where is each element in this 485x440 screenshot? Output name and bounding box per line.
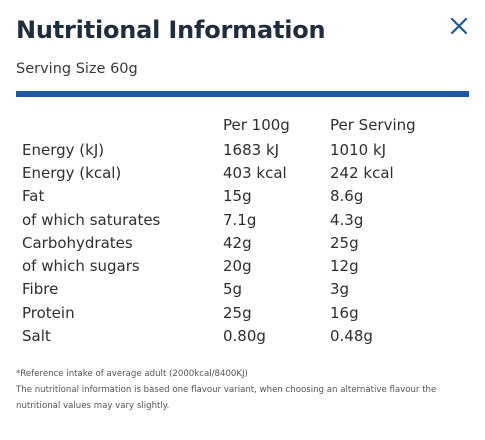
- nutrient-name: Carbohydrates: [22, 233, 133, 252]
- nutrient-name: of which sugars: [22, 257, 140, 276]
- value-per-serving: 25g: [330, 233, 359, 252]
- table-row: Protein 25g 16g: [22, 301, 430, 324]
- value-per-100g: 0.80g: [223, 327, 266, 346]
- value-per-serving: 1010 kJ: [330, 140, 387, 159]
- table-header-row: Per 100g Per Serving: [22, 112, 430, 138]
- table-row: Energy (kcal) 403 kcal 242 kcal: [22, 161, 430, 184]
- value-per-100g: 25g: [223, 303, 252, 322]
- divider-bar: [16, 91, 469, 97]
- table-row: Fat 15g 8.6g: [22, 185, 430, 208]
- footnotes: *Reference intake of average adult (2000…: [16, 366, 471, 414]
- nutrient-name: Fat: [22, 187, 45, 206]
- value-per-100g: 7.1g: [223, 210, 257, 229]
- column-header-per-serving: Per Serving: [330, 116, 416, 134]
- value-per-100g: 15g: [223, 187, 252, 206]
- nutrient-name: Fibre: [22, 280, 59, 299]
- flavour-disclaimer: The nutritional information is based one…: [16, 385, 437, 411]
- value-per-100g: 1683 kJ: [223, 140, 280, 159]
- value-per-serving: 8.6g: [330, 187, 364, 206]
- value-per-serving: 0.48g: [330, 327, 373, 346]
- table-row: of which sugars 20g 12g: [22, 254, 430, 277]
- value-per-serving: 16g: [330, 303, 359, 322]
- value-per-100g: 403 kcal: [223, 163, 287, 182]
- nutrient-name: of which saturates: [22, 210, 161, 229]
- table-row: of which saturates 7.1g 4.3g: [22, 208, 430, 231]
- column-header-nutrient: [22, 112, 223, 138]
- table-row: Fibre 5g 3g: [22, 278, 430, 301]
- reference-intake-note: *Reference intake of average adult (2000…: [16, 369, 248, 379]
- column-header-per-100g: Per 100g: [223, 116, 290, 134]
- value-per-100g: 5g: [223, 280, 243, 299]
- nutrient-name: Protein: [22, 303, 75, 322]
- value-per-100g: 42g: [223, 233, 252, 252]
- value-per-serving: 242 kcal: [330, 163, 394, 182]
- nutrient-name: Salt: [22, 327, 51, 346]
- value-per-serving: 4.3g: [330, 210, 364, 229]
- modal-title: Nutritional Information: [16, 16, 326, 44]
- close-button[interactable]: [447, 14, 471, 38]
- nutrient-name: Energy (kJ): [22, 140, 105, 159]
- nutrition-table: Per 100g Per Serving Energy (kJ) 1683 kJ…: [22, 112, 430, 348]
- value-per-100g: 20g: [223, 257, 252, 276]
- close-icon[interactable]: [447, 14, 471, 38]
- table-row: Energy (kJ) 1683 kJ 1010 kJ: [22, 138, 430, 161]
- nutrient-name: Energy (kcal): [22, 163, 122, 182]
- table-row: Salt 0.80g 0.48g: [22, 324, 430, 347]
- value-per-serving: 12g: [330, 257, 359, 276]
- serving-size: Serving Size 60g: [16, 61, 138, 77]
- table-row: Carbohydrates 42g 25g: [22, 231, 430, 254]
- value-per-serving: 3g: [330, 280, 350, 299]
